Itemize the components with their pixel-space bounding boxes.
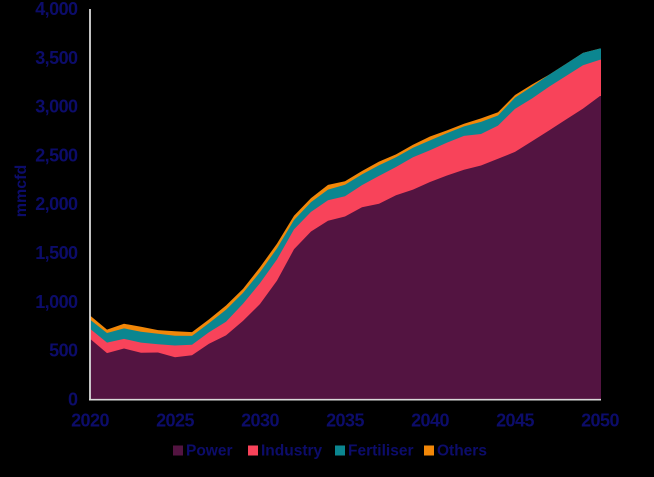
svg-text:500: 500 [49, 341, 78, 361]
svg-text:2,000: 2,000 [35, 194, 78, 214]
svg-text:Others: Others [437, 443, 487, 460]
svg-text:2040: 2040 [411, 411, 449, 431]
svg-text:1,000: 1,000 [35, 292, 78, 312]
svg-text:2025: 2025 [156, 411, 194, 431]
svg-text:2030: 2030 [241, 411, 279, 431]
svg-text:mmcfd: mmcfd [13, 165, 30, 217]
svg-text:3,500: 3,500 [35, 48, 78, 68]
svg-text:3,000: 3,000 [35, 97, 78, 117]
svg-text:1,500: 1,500 [35, 243, 78, 263]
svg-text:0: 0 [68, 389, 78, 409]
svg-text:Fertiliser: Fertiliser [348, 443, 413, 460]
svg-text:2035: 2035 [326, 411, 364, 431]
svg-text:2020: 2020 [71, 411, 109, 431]
svg-text:2045: 2045 [496, 411, 534, 431]
svg-text:Industry: Industry [261, 443, 323, 460]
svg-text:2,500: 2,500 [35, 145, 78, 165]
svg-text:Power: Power [186, 443, 233, 460]
svg-text:4,000: 4,000 [35, 0, 78, 19]
svg-text:2050: 2050 [581, 411, 619, 431]
